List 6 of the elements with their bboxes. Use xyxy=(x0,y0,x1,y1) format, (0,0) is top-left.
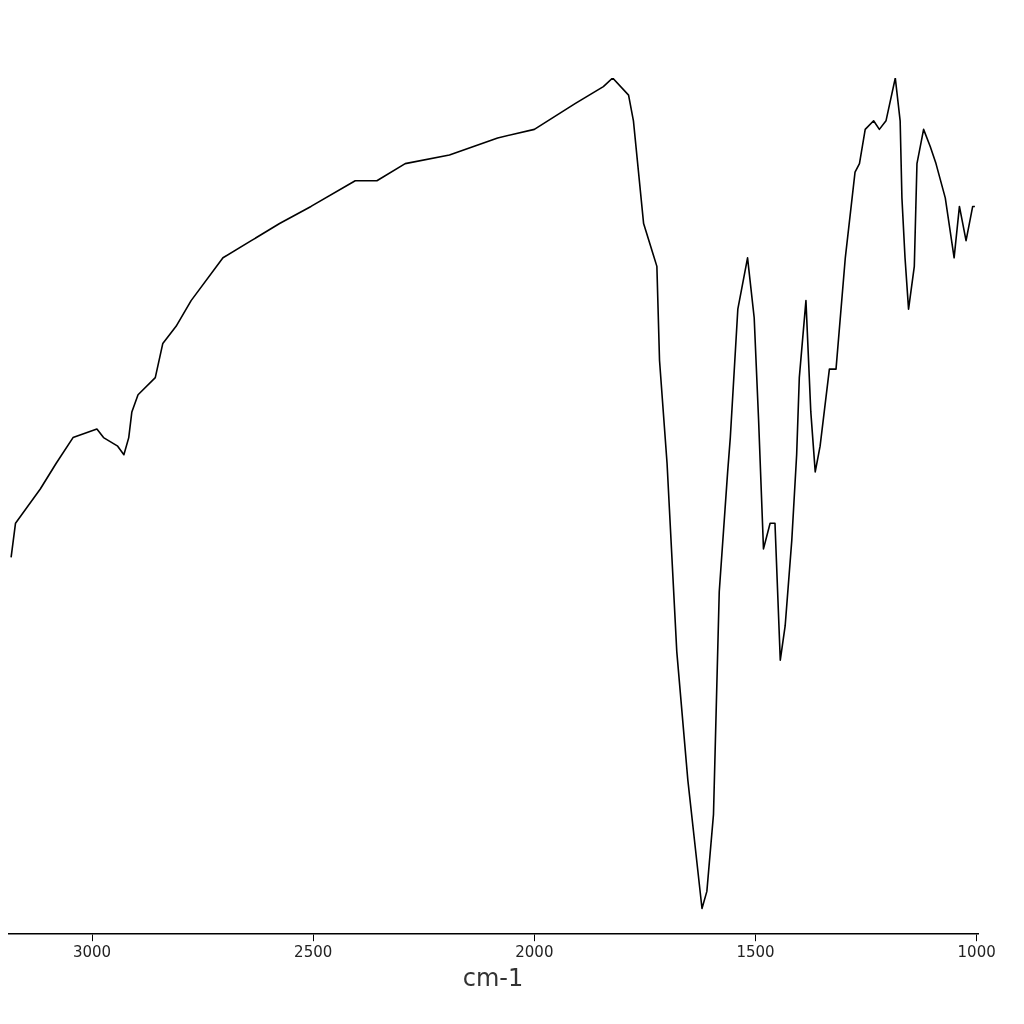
x-axis-title: cm-1 xyxy=(462,963,524,992)
x-tick-label: 1000 xyxy=(957,943,996,962)
x-tick-label: 3000 xyxy=(72,943,112,962)
x-tick-label: 1500 xyxy=(736,943,775,962)
x-tick-label: 2500 xyxy=(294,943,333,962)
x-tick-label: 2000 xyxy=(515,943,554,962)
